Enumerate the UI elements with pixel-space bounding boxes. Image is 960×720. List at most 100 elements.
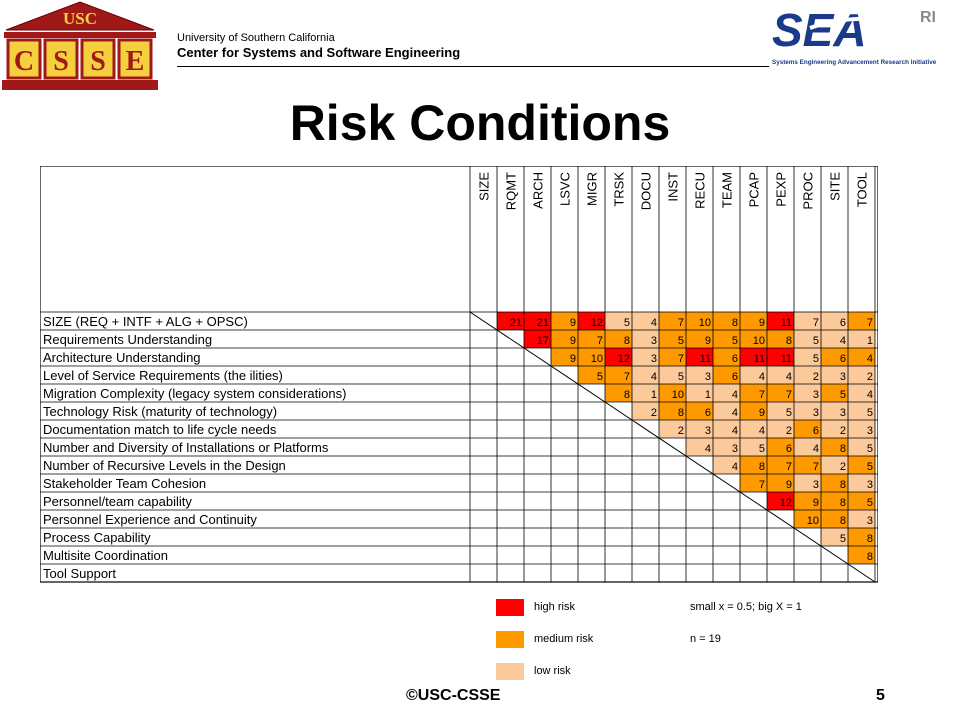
- risk-cell: [848, 402, 875, 420]
- risk-cell: [659, 420, 686, 438]
- column-header: TEAM: [720, 172, 735, 208]
- risk-cell: [605, 330, 632, 348]
- risk-value: 3: [813, 389, 819, 401]
- risk-cell: [740, 330, 767, 348]
- row-label: Multisite Coordination: [43, 548, 168, 563]
- risk-value: 9: [813, 497, 819, 509]
- column-header: PROC: [801, 172, 816, 210]
- risk-cell: [794, 420, 821, 438]
- risk-value: 3: [840, 371, 846, 383]
- risk-cell: [686, 348, 713, 366]
- risk-cell: [848, 420, 875, 438]
- page-number: 5: [876, 687, 885, 704]
- risk-value: 3: [867, 515, 873, 527]
- risk-value: 2: [840, 461, 846, 473]
- column-header: DOCU: [639, 172, 654, 210]
- risk-cell: [848, 528, 875, 546]
- risk-cell: [578, 312, 605, 330]
- risk-cell: [632, 384, 659, 402]
- risk-value: 10: [753, 335, 765, 347]
- risk-value: 6: [840, 317, 846, 329]
- risk-cell: [659, 312, 686, 330]
- legend-low-swatch: [496, 663, 524, 680]
- column-header: TOOL: [855, 172, 870, 207]
- risk-cell: [767, 402, 794, 420]
- risk-value: 4: [732, 407, 738, 419]
- risk-value: 2: [867, 371, 873, 383]
- risk-value: 3: [705, 425, 711, 437]
- risk-value: 11: [781, 317, 792, 329]
- risk-value: 4: [732, 389, 738, 401]
- risk-cell: [848, 546, 875, 564]
- risk-cell: [794, 492, 821, 510]
- risk-value: 4: [651, 317, 657, 329]
- row-label: Documentation match to life cycle needs: [43, 422, 277, 437]
- column-header: LSVC: [558, 172, 573, 206]
- risk-cell: [713, 402, 740, 420]
- risk-value: 2: [840, 425, 846, 437]
- risk-cell: [740, 474, 767, 492]
- risk-cell: [713, 312, 740, 330]
- row-label: Number and Diversity of Installations or…: [43, 440, 329, 455]
- risk-value: 8: [867, 533, 873, 545]
- risk-value: 11: [754, 353, 765, 365]
- risk-value: 1: [705, 389, 711, 401]
- center-name: Center for Systems and Software Engineer…: [177, 45, 461, 60]
- logo-usc-text: USC: [63, 9, 97, 28]
- column-header: MIGR: [585, 172, 600, 206]
- risk-value: 10: [699, 317, 711, 329]
- risk-value: 11: [781, 353, 792, 365]
- risk-cell: [767, 420, 794, 438]
- risk-value: 6: [732, 371, 738, 383]
- risk-cell: [767, 438, 794, 456]
- row-label: Tool Support: [43, 566, 116, 581]
- risk-cell: [497, 312, 524, 330]
- risk-cell: [740, 384, 767, 402]
- risk-value: 6: [705, 407, 711, 419]
- risk-cell: [686, 312, 713, 330]
- risk-value: 10: [672, 389, 684, 401]
- risk-value: 7: [624, 371, 630, 383]
- risk-cell: [848, 312, 875, 330]
- column-header: PEXP: [774, 172, 789, 207]
- risk-cell: [686, 366, 713, 384]
- risk-cell: [794, 330, 821, 348]
- risk-value: 12: [780, 497, 792, 509]
- legend-high-swatch: [496, 599, 524, 616]
- risk-cell: [686, 330, 713, 348]
- column-header: PCAP: [747, 172, 762, 207]
- risk-value: 5: [867, 497, 873, 509]
- risk-cell: [632, 366, 659, 384]
- risk-cell: [659, 384, 686, 402]
- row-label: Architecture Understanding: [43, 350, 201, 365]
- column-header: INST: [666, 172, 681, 202]
- risk-cell: [848, 510, 875, 528]
- row-label: SIZE (REQ + INTF + ALG + OPSC): [43, 314, 248, 329]
- risk-cell: [632, 402, 659, 420]
- risk-value: 9: [570, 317, 576, 329]
- column-header: RECU: [693, 172, 708, 209]
- risk-value: 9: [705, 335, 711, 347]
- risk-value: 5: [813, 335, 819, 347]
- risk-value: 1: [867, 335, 873, 347]
- risk-cell: [659, 330, 686, 348]
- risk-value: 3: [813, 479, 819, 491]
- risk-cell: [713, 366, 740, 384]
- risk-value: 8: [624, 389, 630, 401]
- risk-cell: [767, 348, 794, 366]
- risk-cell: [848, 438, 875, 456]
- risk-cell: [821, 510, 848, 528]
- risk-value: 5: [678, 335, 684, 347]
- risk-value: 3: [651, 335, 657, 347]
- legend-low-label: low risk: [534, 665, 571, 677]
- risk-value: 2: [813, 371, 819, 383]
- column-header: RQMT: [504, 172, 519, 210]
- risk-value: 2: [678, 425, 684, 437]
- risk-cell: [632, 312, 659, 330]
- risk-value: 4: [867, 353, 873, 365]
- legend-medium-swatch: [496, 631, 524, 648]
- risk-cell: [659, 402, 686, 420]
- risk-cell: [821, 438, 848, 456]
- risk-cell: [713, 330, 740, 348]
- risk-cell: [821, 528, 848, 546]
